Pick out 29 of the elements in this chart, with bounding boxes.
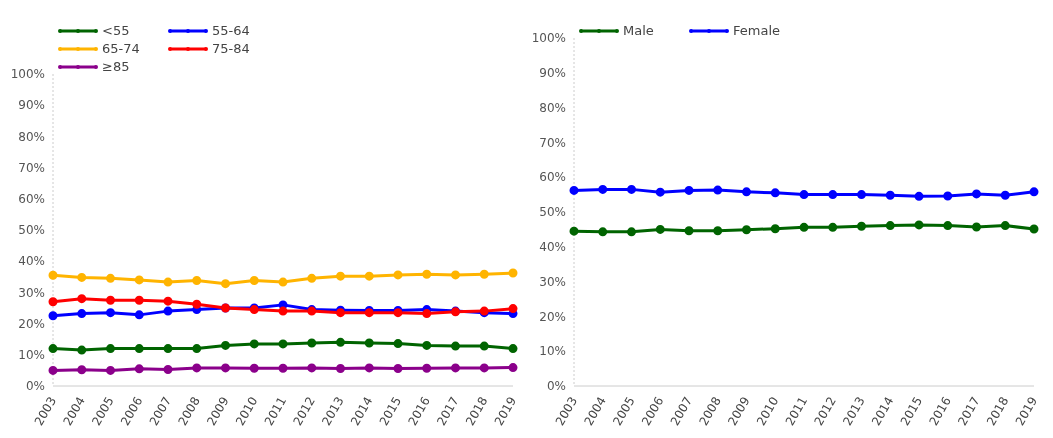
y-tick-label: 0%: [546, 379, 566, 394]
y-tick-label: 100%: [531, 31, 566, 46]
y-tick-label: 0%: [25, 379, 45, 394]
y-tick-label: 30%: [539, 274, 566, 289]
legend-label: 55-64: [212, 22, 250, 40]
y-tick-label: 50%: [539, 205, 566, 220]
legend-label: ≥85: [102, 58, 130, 76]
y-tick-label: 70%: [539, 135, 566, 150]
y-tick-label: 10%: [539, 344, 566, 359]
y-tick-label: 30%: [18, 285, 45, 300]
y-tick-label: 60%: [539, 170, 566, 185]
y-tick-label: 40%: [18, 254, 45, 269]
y-tick-label: 50%: [18, 223, 45, 238]
y-tick-label: 70%: [18, 160, 45, 175]
y-tick-label: 100%: [10, 67, 45, 82]
legend-label: 75-84: [212, 40, 250, 58]
y-tick-label: 10%: [18, 348, 45, 363]
y-tick-label: 20%: [539, 309, 566, 324]
legend-label: Female: [733, 22, 781, 40]
legend-label: Male: [623, 22, 654, 40]
y-tick-label: 90%: [18, 98, 45, 113]
legend-label: 65-74: [102, 40, 140, 58]
y-tick-label: 80%: [539, 100, 566, 115]
y-tick-label: 90%: [539, 66, 566, 81]
legend-label: <55: [102, 22, 130, 40]
y-tick-label: 40%: [539, 240, 566, 255]
y-tick-label: 20%: [18, 316, 45, 331]
y-tick-label: 60%: [18, 192, 45, 207]
y-tick-label: 80%: [18, 129, 45, 144]
